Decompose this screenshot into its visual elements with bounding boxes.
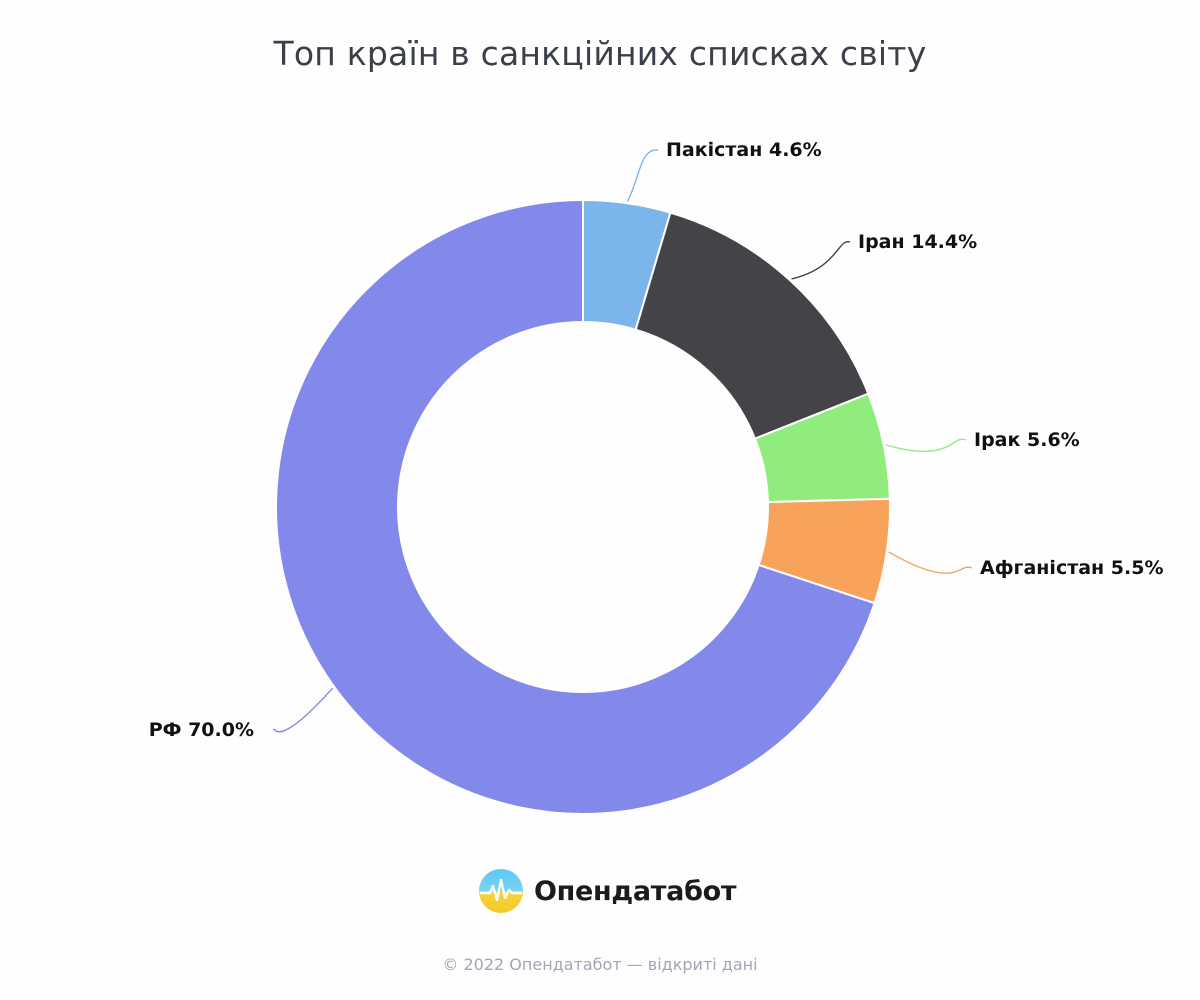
brand-name: Опендатабот [534,875,737,907]
slice-5[interactable] [275,198,876,815]
connector-line-1 [626,149,659,202]
connector-line-2 [791,241,851,280]
connector-line-4 [888,551,973,574]
slice-label-5: РФ 70.0% [149,719,254,741]
slice-label-1: Пакістан 4.6% [666,139,822,161]
slice-label-3: Ірак 5.6% [974,429,1080,451]
footer-copyright[interactable]: © 2022 Опендатабот — відкриті дані [442,955,758,974]
sun-heartbeat-logo-icon [479,869,523,913]
slice-2[interactable] [634,211,870,440]
connector-line-5 [273,687,334,733]
slice-label-2: Іран 14.4% [858,231,977,253]
chart-title: Топ країн в санкційних списках світу [273,34,927,73]
labels-layer: Пакістан 4.6% Іран 14.4% Ірак 5.6% Афганіст… [149,139,1164,741]
slices-layer [275,198,891,815]
brand-block[interactable]: Опендатабот [478,866,737,916]
slice-label-4: Афганістан 5.5% [980,557,1163,579]
connector-line-3 [885,438,967,452]
connectors-layer [273,149,973,733]
